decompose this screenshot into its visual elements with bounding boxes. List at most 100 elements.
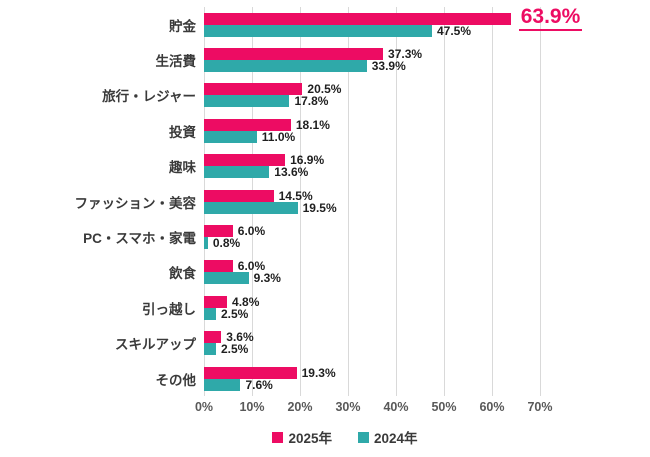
value-label: 6.0%: [237, 259, 266, 274]
x-tick-label: 30%: [335, 400, 361, 414]
category-label: ファッション・美容: [74, 195, 197, 211]
bar-2024年: [204, 272, 249, 285]
bars: 6.0% 0.8%: [204, 219, 650, 254]
bar-line: 11.0%: [204, 130, 650, 143]
category-label: 生活費: [155, 54, 197, 70]
value-label: 37.3%: [388, 47, 423, 62]
bar-line: 17.8%: [204, 95, 650, 108]
bars: 20.5% 17.8%: [204, 78, 650, 113]
bar-group: 旅行・レジャー 20.5% 17.8%: [0, 78, 650, 113]
category-label: 貯金: [169, 18, 196, 34]
value-label: 3.6%: [226, 330, 254, 345]
bar-line: 6.0%: [204, 224, 650, 239]
value-label: 6.0%: [237, 224, 266, 239]
bars: 4.8% 2.5%: [204, 290, 650, 325]
bar-line: 0.8%: [204, 236, 650, 251]
legend-item-2024年: 2024年: [358, 427, 418, 447]
bar-2024年: [204, 201, 298, 214]
gridline: [348, 7, 349, 396]
bars: 63.9% 47.5%: [204, 6, 650, 42]
bar-group: PC・スマホ・家電 6.0% 0.8%: [0, 219, 650, 254]
category-label: スキルアップ: [115, 337, 196, 353]
category-label: 旅行・レジャー: [102, 89, 196, 105]
bars: 18.1% 11.0%: [204, 113, 650, 148]
bar-line: 9.3%: [204, 271, 650, 286]
bar-group: スキルアップ 3.6% 2.5%: [0, 326, 650, 361]
bar-group: 引っ越し 4.8% 2.5%: [0, 290, 650, 325]
value-label: 16.9%: [290, 153, 325, 168]
value-label: 33.9%: [371, 59, 406, 74]
bar-group: 飲食 6.0% 9.3%: [0, 255, 650, 290]
gridline: [540, 7, 541, 396]
legend-item-2025年: 2025年: [272, 427, 332, 447]
value-label: 2.5%: [221, 306, 249, 321]
value-label: 20.5%: [307, 82, 342, 97]
bars: 3.6% 2.5%: [204, 326, 650, 361]
category-label: 投資: [169, 124, 196, 140]
x-tick-label: 20%: [287, 400, 313, 414]
value-label: 4.8%: [232, 294, 260, 309]
legend-label: 2024年: [374, 431, 418, 446]
bar-line: 2.5%: [204, 343, 650, 356]
bar-line: 7.6%: [204, 378, 650, 391]
bar-line: 33.9%: [204, 59, 650, 74]
bar-2024年: [204, 343, 216, 356]
bar-2025年: [204, 366, 297, 379]
bar-group: 生活費 37.3% 33.9%: [0, 42, 650, 77]
bars: 14.5% 19.5%: [204, 184, 650, 219]
x-tick-label: 0%: [194, 400, 214, 414]
bar-2025年: [204, 83, 303, 96]
bars: 6.0% 9.3%: [204, 255, 650, 290]
value-label: 18.1%: [295, 117, 330, 132]
bar-group: 投資 18.1% 11.0%: [0, 113, 650, 148]
category-label: PC・スマホ・家電: [83, 231, 196, 247]
bar-2025年: [204, 12, 511, 25]
bar-line: 63.9%: [204, 6, 650, 31]
bar-group: ファッション・美容 14.5% 19.5%: [0, 184, 650, 219]
bar-2024年: [204, 307, 216, 320]
category-label: 趣味: [169, 160, 196, 176]
x-tick-label: 70%: [527, 400, 553, 414]
gridline: [300, 7, 301, 396]
value-label: 19.3%: [301, 365, 336, 380]
x-axis: 0% 10% 20% 30% 40% 50% 60% 70%: [195, 396, 650, 422]
value-label: 47.5%: [437, 23, 472, 38]
bar-2025年: [204, 295, 228, 308]
bars: 19.3% 7.6%: [204, 361, 650, 396]
bar-group: 貯金 63.9% 47.5%: [0, 6, 650, 42]
bar-2024年: [204, 60, 367, 73]
x-tick-label: 60%: [479, 400, 505, 414]
plot-area: 貯金 63.9% 47.5% 生活費 37.3% 33.9% 旅行・レジャー 20.5% 17.…: [0, 6, 650, 396]
category-label: その他: [155, 372, 197, 388]
bar-2024年: [204, 166, 270, 179]
bar-2025年: [204, 225, 233, 238]
category-label: 引っ越し: [142, 301, 196, 317]
x-tick-label: 40%: [383, 400, 409, 414]
bar-2024年: [204, 24, 432, 37]
value-label: 14.5%: [278, 188, 313, 203]
bar-group: その他 19.3% 7.6%: [0, 361, 650, 396]
bar-line: 14.5%: [204, 188, 650, 203]
bar-line: 2.5%: [204, 306, 650, 321]
legend: 2025年 2024年: [0, 427, 650, 447]
value-label: 9.3%: [253, 271, 281, 286]
bar-2024年: [204, 378, 241, 391]
bar-line: 16.9%: [204, 153, 650, 168]
bar-line: 18.1%: [204, 117, 650, 132]
highlighted-value-label: 63.9%: [518, 6, 583, 31]
x-tick-label: 50%: [431, 400, 457, 414]
bar-line: 19.3%: [204, 365, 650, 380]
gridline: [396, 7, 397, 396]
bar-2025年: [204, 331, 222, 344]
bar-line: 3.6%: [204, 330, 650, 345]
value-label: 0.8%: [212, 236, 241, 251]
bar-line: 20.5%: [204, 82, 650, 97]
bar-2025年: [204, 189, 274, 202]
bar-2025年: [204, 260, 233, 273]
bar-line: 4.8%: [204, 294, 650, 309]
value-label: 13.6%: [274, 165, 309, 180]
bar-2024年: [204, 95, 290, 108]
gridline: [444, 7, 445, 396]
bars: 37.3% 33.9%: [204, 42, 650, 77]
